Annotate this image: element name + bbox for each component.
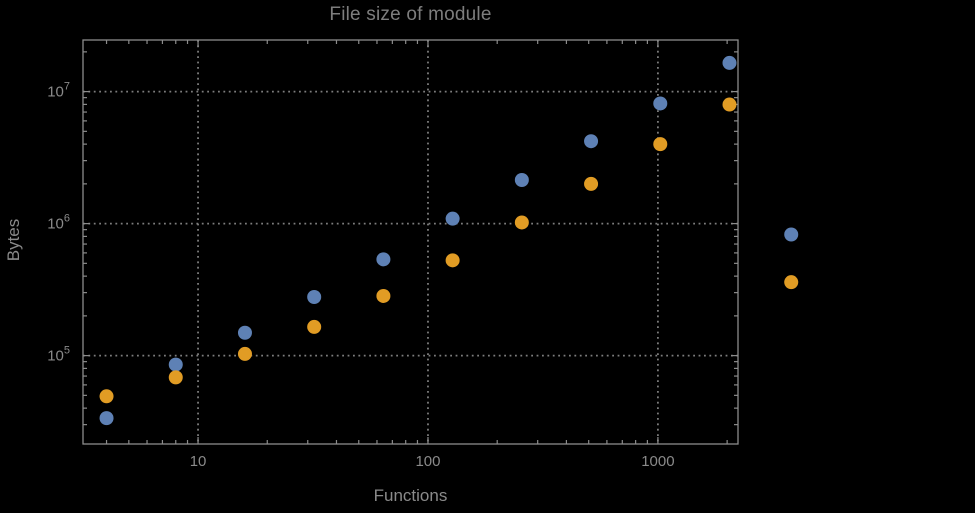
data-point-orange-16 <box>237 346 252 361</box>
x-tick-label-1000: 1000 <box>641 453 674 470</box>
data-point-orange-128 <box>445 253 460 268</box>
chart-title: File size of module <box>329 4 492 25</box>
data-point-blue-4 <box>99 411 114 426</box>
y-tick-label-1e5: 105 <box>47 345 70 365</box>
x-tick-label-100: 100 <box>415 453 440 470</box>
data-point-orange-3800 <box>784 275 799 290</box>
data-point-orange-256 <box>514 215 529 230</box>
data-point-blue-256 <box>514 172 529 187</box>
data-point-blue-32 <box>307 289 322 304</box>
data-point-blue-512 <box>584 134 599 149</box>
data-point-blue-64 <box>376 252 391 267</box>
data-point-blue-3800 <box>784 227 799 242</box>
data-point-blue-16 <box>237 325 252 340</box>
data-point-orange-1024 <box>653 137 668 152</box>
x-axis-label: Functions <box>373 486 448 505</box>
data-point-blue-8 <box>168 357 183 372</box>
plot-frame <box>82 39 739 445</box>
x-tick-label-10: 10 <box>190 453 207 470</box>
data-point-orange-32 <box>307 319 322 334</box>
y-tick-label-1e7: 107 <box>47 81 70 101</box>
data-point-blue-128 <box>445 211 460 226</box>
data-point-orange-64 <box>376 288 391 303</box>
y-tick-label-1e6: 106 <box>47 213 70 233</box>
data-point-orange-2048 <box>722 97 737 112</box>
data-point-blue-2048 <box>722 55 737 70</box>
data-point-orange-4 <box>99 389 114 404</box>
data-point-blue-1024 <box>653 96 668 111</box>
data-point-orange-512 <box>584 176 599 191</box>
data-point-orange-8 <box>168 370 183 385</box>
